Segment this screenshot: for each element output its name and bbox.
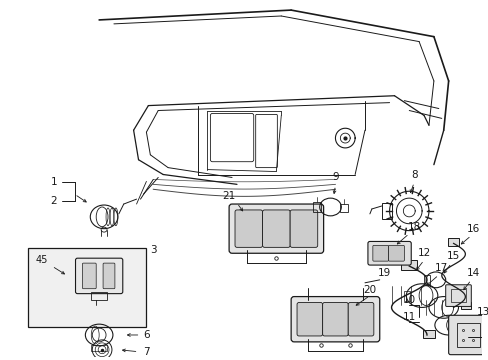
Text: 12: 12: [417, 248, 430, 258]
FancyBboxPatch shape: [388, 246, 404, 261]
FancyBboxPatch shape: [322, 302, 347, 336]
Text: 8: 8: [410, 170, 417, 180]
Bar: [91, 345, 107, 351]
Text: 18: 18: [407, 222, 420, 232]
FancyBboxPatch shape: [448, 315, 487, 355]
Text: 1: 1: [50, 177, 57, 187]
FancyBboxPatch shape: [296, 302, 322, 336]
Bar: [312, 202, 320, 212]
FancyBboxPatch shape: [262, 210, 289, 247]
Text: 3: 3: [150, 245, 156, 255]
Text: 6: 6: [143, 330, 149, 340]
FancyBboxPatch shape: [229, 204, 323, 253]
FancyBboxPatch shape: [75, 258, 122, 294]
Bar: [447, 238, 459, 246]
Bar: [91, 292, 107, 300]
Bar: [340, 204, 347, 212]
Text: 7: 7: [143, 347, 149, 357]
Text: 17: 17: [434, 263, 447, 273]
Text: 9: 9: [331, 172, 338, 183]
Bar: [461, 302, 470, 309]
Text: 10: 10: [402, 294, 415, 305]
FancyBboxPatch shape: [82, 263, 96, 289]
Bar: [401, 260, 416, 270]
Text: 45: 45: [36, 255, 48, 265]
FancyBboxPatch shape: [235, 210, 262, 247]
Text: 11: 11: [402, 312, 415, 322]
FancyBboxPatch shape: [445, 285, 470, 306]
Text: 16: 16: [466, 224, 479, 234]
Bar: [450, 289, 466, 302]
Bar: [404, 291, 409, 301]
FancyBboxPatch shape: [289, 210, 317, 247]
Text: 13: 13: [475, 307, 488, 317]
Text: 15: 15: [446, 251, 459, 261]
Text: 20: 20: [363, 285, 376, 295]
FancyBboxPatch shape: [103, 263, 115, 289]
Bar: [423, 275, 429, 285]
Bar: [381, 203, 391, 219]
FancyBboxPatch shape: [372, 246, 388, 261]
Bar: [28, 248, 146, 327]
Text: 21: 21: [222, 191, 235, 201]
FancyBboxPatch shape: [367, 242, 410, 265]
Text: 2: 2: [50, 196, 57, 206]
Bar: [456, 323, 479, 347]
Bar: [422, 330, 434, 338]
Text: 19: 19: [377, 268, 390, 278]
FancyBboxPatch shape: [290, 297, 379, 342]
FancyBboxPatch shape: [347, 302, 373, 336]
Text: 14: 14: [466, 268, 479, 278]
